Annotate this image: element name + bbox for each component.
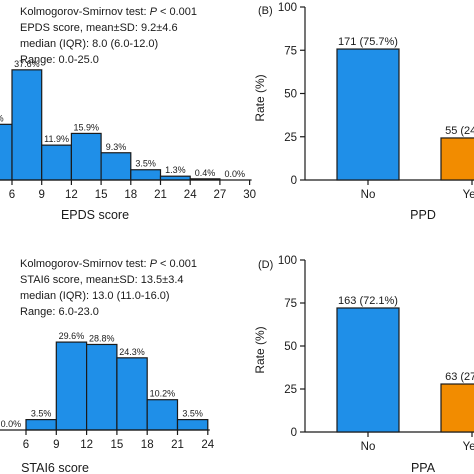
epds-bar-label: 0.0% (224, 169, 245, 179)
stai6-x-tick-label: 21 (171, 439, 184, 451)
epds-x-tick-label: 27 (214, 189, 227, 201)
ppd-bar-label: 171 (75.7%) (338, 36, 398, 48)
epds-x-tick-label: 24 (184, 189, 197, 201)
stai6-stats-range: Range: 6.0-23.0 (20, 306, 99, 318)
ppd-bar (440, 137, 474, 181)
ppa-bar-label: 163 (72.1%) (338, 295, 398, 307)
stai6-stats-test: Kolmogorov-Smirnov test: P < 0.001 (20, 258, 197, 270)
ppa-panel-label: (D) (258, 259, 273, 271)
stai6-x-tick-label: 15 (111, 439, 124, 451)
ppd-y-tick-label: 25 (284, 132, 297, 144)
ppa-y-tick-label: 25 (284, 384, 297, 396)
stai6-x-tick-label: 12 (80, 439, 93, 451)
epds-bar-label: 11.9% (44, 134, 69, 144)
epds-stats-mean: EPDS score, mean±SD: 9.2±4.6 (20, 22, 178, 34)
ppa-bar (336, 307, 400, 433)
epds-histogram: 8% 37.6% 11.9% 15.9% 9.3% 3.5% 1.3% 0.4% 0.0% 6 9… (0, 6, 256, 222)
epds-bar (70, 132, 102, 181)
ppa-y-tick-label: 100 (278, 255, 297, 267)
ppd-y-tick-label: 0 (291, 175, 297, 187)
epds-xlabel: EPDS score (61, 208, 129, 222)
stai6-bar (146, 399, 179, 431)
ppa-x-tick-label: No (361, 441, 376, 453)
stai6-bar-label: 0.0% (1, 419, 22, 429)
epds-bar (0, 123, 13, 181)
epds-x-tick-label: 30 (243, 189, 256, 201)
epds-bar-label: 15.9% (73, 122, 99, 132)
stai6-bar-label: 3.5% (182, 409, 203, 419)
ppd-y-tick-label: 50 (284, 89, 297, 101)
epds-bar (100, 152, 132, 181)
ppa-y-tick-label: 50 (284, 341, 297, 353)
stai6-x-tick-label: 9 (53, 439, 59, 451)
epds-bar-label: 9.3% (106, 142, 127, 152)
stai6-bar (116, 357, 148, 431)
stai6-bar (176, 419, 209, 431)
epds-bar-label: 3.5% (135, 159, 156, 169)
ppa-bar-label: 63 (27.9%) (445, 371, 474, 383)
epds-x-tick-label: 15 (95, 189, 108, 201)
stai6-bar (85, 343, 118, 431)
epds-bar (41, 144, 73, 181)
stai6-bar (25, 419, 57, 431)
ppa-bar (440, 383, 474, 433)
ppd-y-tick-label: 75 (284, 45, 297, 57)
stai6-histogram: 0.0% 3.5% 29.6% 28.8% 24.3% 10.2% 3.5% 6 9 12 15 1… (0, 258, 215, 474)
stai6-stats-mean: STAI6 score, mean±SD: 13.5±3.4 (20, 274, 184, 286)
epds-bar (130, 169, 162, 181)
stai6-x-tick-label: 24 (201, 439, 214, 451)
epds-x-tick-label: 6 (9, 189, 15, 201)
epds-stats-test: Kolmogorov-Smirnov test: P < 0.001 (20, 6, 197, 18)
ppd-bar (336, 48, 400, 181)
ppd-xlabel: PPD (410, 208, 436, 222)
epds-stats-median: median (IQR): 8.0 (6.0-12.0) (20, 38, 158, 50)
epds-bar-label: 8% (0, 113, 4, 123)
ppa-ylabel: Rate (%) (253, 326, 267, 373)
epds-x-tick-label: 12 (65, 189, 78, 201)
ppd-bar-chart: (B) Rate (%) PPD 0 25 50 75 100 No Yes 171 (7… (253, 2, 474, 222)
ppd-x-tick-label: Yes (463, 189, 474, 201)
ppd-x-tick-label: No (361, 189, 376, 201)
epds-bar-label: 0.4% (195, 168, 216, 178)
stai6-stats-median: median (IQR): 13.0 (11.0-16.0) (20, 290, 170, 302)
epds-stats-range: Range: 0.0-25.0 (20, 54, 99, 66)
ppa-y-tick-label: 0 (291, 427, 297, 439)
ppd-bar-label: 55 (24.3%) (445, 125, 474, 137)
stai6-xlabel: STAI6 score (21, 461, 89, 474)
stai6-bar-label: 24.3% (119, 347, 145, 357)
ppa-y-tick-label: 75 (284, 298, 297, 310)
ppa-xlabel: PPA (411, 461, 436, 474)
ppa-bar-chart: (D) Rate (%) PPA 0 25 50 75 100 No Yes 163 (7… (253, 255, 474, 474)
epds-bar-label: 1.3% (165, 165, 186, 175)
stai6-bar-label: 29.6% (59, 331, 85, 341)
stai6-bar-label: 28.8% (89, 333, 115, 343)
epds-bar-label: 37.6% (14, 59, 40, 69)
stai6-bar (55, 341, 88, 431)
ppd-y-tick-label: 100 (278, 2, 297, 14)
ppd-panel-label: (B) (258, 5, 273, 17)
ppd-ylabel: Rate (%) (253, 74, 267, 121)
stai6-x-tick-label: 18 (141, 439, 154, 451)
epds-x-tick-label: 18 (124, 189, 137, 201)
stai6-x-tick-label: 6 (23, 439, 29, 451)
epds-x-tick-label: 21 (154, 189, 167, 201)
epds-bar (11, 69, 43, 181)
stai6-bar-label: 3.5% (31, 409, 52, 419)
stai6-bar-label: 10.2% (150, 389, 176, 399)
epds-x-tick-label: 9 (38, 189, 44, 201)
ppa-x-tick-label: Yes (463, 441, 474, 453)
